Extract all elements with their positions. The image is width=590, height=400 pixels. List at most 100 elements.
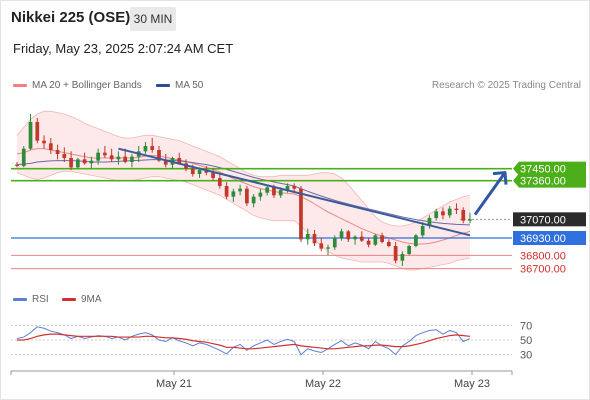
candle-body (123, 156, 128, 162)
candle-body (305, 234, 310, 240)
candle-body (346, 231, 351, 240)
candle-body (272, 187, 276, 196)
candle-body (326, 247, 330, 249)
rsi-axis-label: 50 (520, 335, 532, 347)
price-label-bg-37070.00 (513, 212, 586, 227)
candle-body (359, 236, 364, 241)
price-label-36700.00: 36700.00 (520, 264, 566, 276)
rsi-panel: 70 50 30 (11, 320, 532, 362)
candle-body (292, 186, 297, 189)
candle-body (285, 186, 290, 190)
bollinger-band-fill (17, 111, 470, 270)
price-label-bg-36930.00 (513, 231, 586, 245)
candle-body (387, 242, 391, 246)
bollinger-bands (16, 110, 471, 271)
legend-ma50: MA 50 (156, 80, 203, 91)
price-label-37360.00: 37360.00 (520, 176, 566, 188)
candle-body (109, 155, 114, 160)
candle-body (224, 186, 229, 197)
time-axis-label: May 22 (305, 378, 341, 390)
candle-body (373, 235, 378, 245)
candle-body (15, 164, 19, 166)
candle-body (89, 160, 94, 164)
candle-body (157, 150, 161, 161)
legend-ma20-swatch (13, 84, 27, 87)
candle-body (393, 246, 398, 261)
legend-rsi-ma9-swatch (62, 298, 76, 301)
legend-rsi-ma9-label: 9MA (81, 294, 102, 305)
rsi-ma9-line (17, 333, 471, 350)
candle-body (103, 152, 107, 156)
instrument-title: Nikkei 225 (OSE) (11, 9, 131, 26)
candle-body (265, 187, 270, 193)
price-label-36800.00: 36800.00 (520, 250, 566, 262)
candle-body (454, 208, 459, 210)
legend-rsi-swatch (13, 298, 27, 301)
candle-body (143, 146, 148, 152)
candle-body (190, 168, 195, 174)
candle-body (447, 208, 452, 216)
ma20-line (16, 148, 471, 245)
legend-ma50-label: MA 50 (175, 80, 204, 91)
candle-body (420, 226, 425, 236)
candle-body (69, 158, 73, 168)
legend-ma20-bollinger: MA 20 + Bollinger Bands (13, 80, 142, 91)
legend-ma50-swatch (156, 84, 170, 87)
candle-body (163, 160, 168, 165)
forecast-arrow-shaft (473, 171, 507, 216)
price-label-bg-37360.00 (513, 173, 586, 188)
candle-body (211, 172, 215, 178)
copyright: Research © 2025 Trading Central (431, 80, 581, 91)
candle-body (42, 140, 46, 144)
candle-body (55, 150, 60, 154)
candle-body (231, 191, 236, 197)
candle-body (62, 154, 67, 158)
timestamp: Friday, May 23, 2025 2:07:24 AM CET (13, 41, 234, 56)
price-label-37070.00: 37070.00 (520, 214, 566, 226)
legend-rsi-ma9: 9MA (62, 294, 102, 305)
time-axis-label: May 23 (454, 378, 490, 390)
candle-body (312, 234, 317, 244)
candle-body (441, 211, 445, 216)
candle-body (332, 238, 337, 248)
candle-body (238, 188, 242, 192)
candle-body (366, 240, 371, 245)
candle-body (339, 231, 344, 238)
candle-body (35, 122, 40, 141)
candle-body (299, 188, 303, 240)
time-axis-label: May 21 (156, 378, 192, 390)
price-label-37450.00: 37450.00 (520, 164, 566, 176)
candle-body (116, 156, 121, 160)
candle-body (28, 122, 33, 149)
candle-body (258, 192, 263, 197)
price-label-36930.00: 36930.00 (520, 233, 566, 245)
rsi-line (16, 326, 471, 356)
candle-body (197, 170, 202, 174)
candle-body (217, 178, 222, 186)
rsi-axis-label: 70 (520, 320, 532, 332)
candle-body (319, 243, 324, 249)
candle-body (48, 143, 53, 150)
candle-body (130, 156, 134, 162)
timeframe-button[interactable]: 30 MIN (130, 7, 176, 31)
candle-body (380, 235, 384, 242)
rsi-axis-label: 30 (520, 350, 532, 362)
candle-body (82, 159, 87, 164)
candle-body (434, 211, 439, 218)
legend-ma20-label: MA 20 + Bollinger Bands (32, 80, 142, 91)
trendline (118, 147, 471, 237)
candle-body (177, 158, 182, 164)
candle-body (21, 148, 26, 166)
legend-rsi-label: RSI (32, 294, 49, 305)
bollinger-upper-line (16, 110, 471, 227)
candle-body (278, 190, 283, 196)
candle-body (461, 210, 466, 221)
forecast-arrow-head (492, 171, 508, 185)
candle-body (75, 159, 80, 168)
annotations (118, 147, 508, 237)
candle-body (414, 235, 418, 246)
candle-body (400, 254, 405, 261)
candle-body (245, 188, 249, 204)
